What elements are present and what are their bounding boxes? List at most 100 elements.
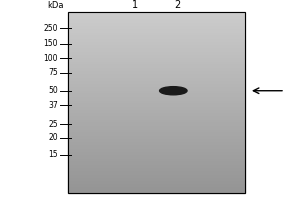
Bar bbox=[68, 189, 245, 190]
Bar bbox=[68, 76, 245, 77]
Bar bbox=[68, 20, 245, 21]
Bar bbox=[68, 162, 245, 163]
Bar bbox=[68, 72, 245, 73]
Bar bbox=[68, 176, 245, 177]
Text: 100: 100 bbox=[44, 54, 58, 63]
Bar bbox=[68, 101, 245, 102]
Bar bbox=[68, 163, 245, 164]
Bar bbox=[68, 188, 245, 189]
Bar bbox=[68, 37, 245, 38]
Bar bbox=[68, 21, 245, 22]
Bar bbox=[68, 93, 245, 94]
Bar bbox=[68, 33, 245, 34]
Bar bbox=[68, 179, 245, 180]
Bar bbox=[68, 54, 245, 55]
Bar bbox=[68, 118, 245, 119]
Text: 2: 2 bbox=[175, 0, 181, 10]
Bar bbox=[68, 127, 245, 128]
Ellipse shape bbox=[160, 87, 187, 95]
Bar bbox=[68, 172, 245, 173]
Bar bbox=[68, 132, 245, 133]
Bar bbox=[68, 102, 245, 103]
Bar bbox=[68, 65, 245, 66]
Bar bbox=[68, 91, 245, 92]
Bar bbox=[68, 68, 245, 69]
Bar bbox=[68, 192, 245, 193]
Bar bbox=[68, 98, 245, 99]
Bar bbox=[68, 83, 245, 84]
Bar bbox=[68, 178, 245, 179]
Bar bbox=[68, 56, 245, 57]
Bar bbox=[68, 89, 245, 90]
Bar bbox=[68, 147, 245, 148]
Bar bbox=[68, 13, 245, 14]
Bar bbox=[68, 42, 245, 43]
Bar bbox=[68, 191, 245, 192]
Bar bbox=[68, 130, 245, 131]
Bar bbox=[68, 183, 245, 184]
Bar bbox=[68, 107, 245, 108]
Bar bbox=[68, 48, 245, 49]
Bar bbox=[68, 125, 245, 126]
Bar bbox=[68, 131, 245, 132]
Bar bbox=[68, 35, 245, 36]
Bar bbox=[68, 109, 245, 110]
Bar bbox=[68, 165, 245, 166]
Bar bbox=[68, 146, 245, 147]
Bar bbox=[68, 177, 245, 178]
Bar bbox=[68, 121, 245, 122]
Bar bbox=[68, 129, 245, 130]
Bar bbox=[68, 169, 245, 170]
Bar bbox=[68, 71, 245, 72]
Bar bbox=[68, 24, 245, 25]
Bar bbox=[68, 167, 245, 168]
Bar bbox=[68, 133, 245, 134]
Bar bbox=[68, 151, 245, 152]
Bar bbox=[68, 181, 245, 182]
Text: 25: 25 bbox=[48, 120, 58, 129]
Bar bbox=[68, 28, 245, 29]
Bar bbox=[68, 114, 245, 115]
Bar bbox=[68, 113, 245, 114]
Bar bbox=[68, 38, 245, 39]
Bar bbox=[68, 160, 245, 161]
Bar bbox=[68, 92, 245, 93]
Bar bbox=[68, 19, 245, 20]
Bar bbox=[68, 25, 245, 26]
Bar bbox=[68, 18, 245, 19]
Bar bbox=[68, 39, 245, 40]
Bar bbox=[68, 44, 245, 45]
Bar bbox=[68, 156, 245, 157]
Bar bbox=[68, 36, 245, 37]
Bar bbox=[68, 32, 245, 33]
Bar bbox=[68, 74, 245, 75]
Bar bbox=[68, 62, 245, 63]
Bar bbox=[68, 168, 245, 169]
Bar bbox=[68, 111, 245, 112]
Bar bbox=[68, 182, 245, 183]
Bar bbox=[68, 134, 245, 135]
Bar bbox=[68, 164, 245, 165]
Bar bbox=[68, 154, 245, 155]
Bar bbox=[68, 78, 245, 79]
Bar bbox=[68, 12, 245, 13]
Bar bbox=[68, 88, 245, 89]
Bar bbox=[68, 105, 245, 106]
Bar bbox=[68, 12, 245, 193]
Bar bbox=[68, 97, 245, 98]
Bar bbox=[68, 84, 245, 85]
Text: 50: 50 bbox=[48, 86, 58, 95]
Bar bbox=[68, 126, 245, 127]
Bar bbox=[68, 31, 245, 32]
Bar bbox=[68, 128, 245, 129]
Bar bbox=[68, 108, 245, 109]
Bar bbox=[68, 34, 245, 35]
Bar bbox=[68, 82, 245, 83]
Bar bbox=[68, 112, 245, 113]
Bar bbox=[68, 58, 245, 59]
Bar bbox=[68, 86, 245, 87]
Text: 1: 1 bbox=[132, 0, 138, 10]
Bar bbox=[68, 106, 245, 107]
Bar bbox=[68, 161, 245, 162]
Bar bbox=[68, 43, 245, 44]
